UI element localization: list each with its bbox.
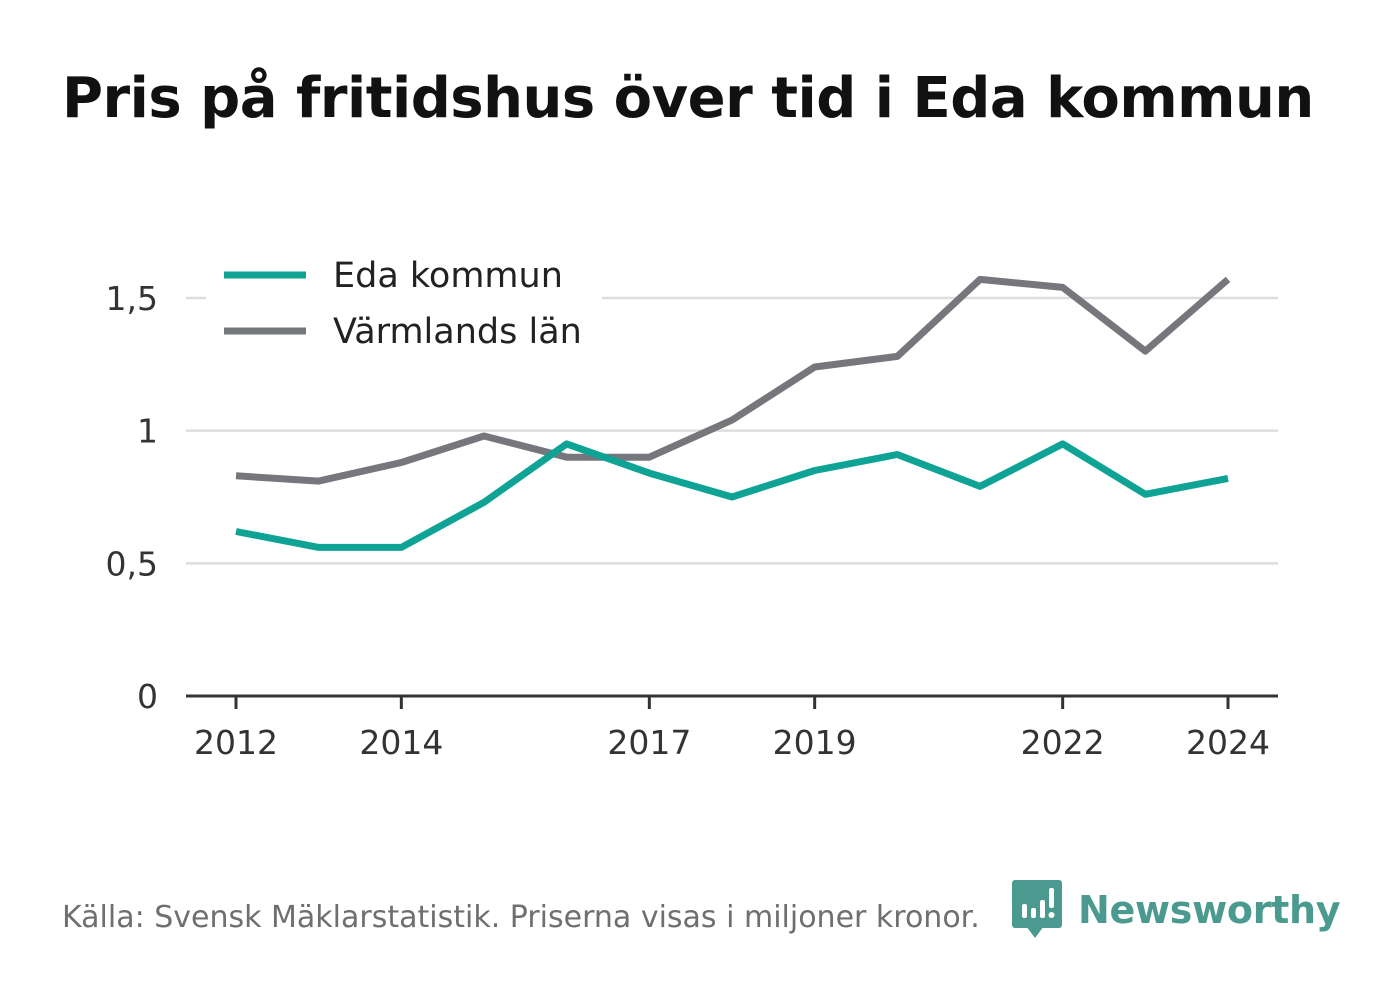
legend-background (206, 248, 602, 360)
newsworthy-logo-icon (1012, 880, 1062, 938)
x-tick-label: 2012 (194, 723, 278, 762)
series-line-varmlands-lan (235, 275, 1231, 485)
x-tick-label: 2017 (607, 723, 691, 762)
y-tick-label: 0,5 (106, 544, 158, 583)
legend-label: Eda kommun (333, 256, 563, 296)
source-note: Källa: Svensk Mäklarstatistik. Priserna … (62, 900, 980, 935)
series-lines (235, 275, 1231, 551)
brand-name: Newsworthy (1078, 888, 1341, 932)
y-tick-label: 1,5 (106, 279, 158, 318)
line-chart: 0 0,5 1 1,5 2012 2014 2017 2019 2022 2024 Eda ko… (105, 248, 1278, 762)
y-axis-tick-labels: 0 0,5 1 1,5 (106, 279, 158, 716)
x-tick-label: 2014 (359, 723, 443, 762)
x-axis (186, 694, 1278, 709)
y-tick-label: 0 (137, 677, 158, 716)
legend: Eda kommun Värmlands län (206, 248, 602, 360)
x-tick-label: 2024 (1186, 723, 1270, 762)
x-tick-label: 2022 (1021, 723, 1105, 762)
legend-label: Värmlands län (333, 312, 582, 352)
x-axis-tick-labels: 2012 2014 2017 2019 2022 2024 (194, 723, 1270, 762)
brand-logo: Newsworthy (1012, 880, 1341, 940)
x-tick-label: 2019 (773, 723, 857, 762)
series-line-eda-kommun (235, 440, 1229, 551)
y-tick-label: 1 (137, 412, 158, 451)
chart-title: Pris på fritidshus över tid i Eda kommun (62, 66, 1314, 131)
